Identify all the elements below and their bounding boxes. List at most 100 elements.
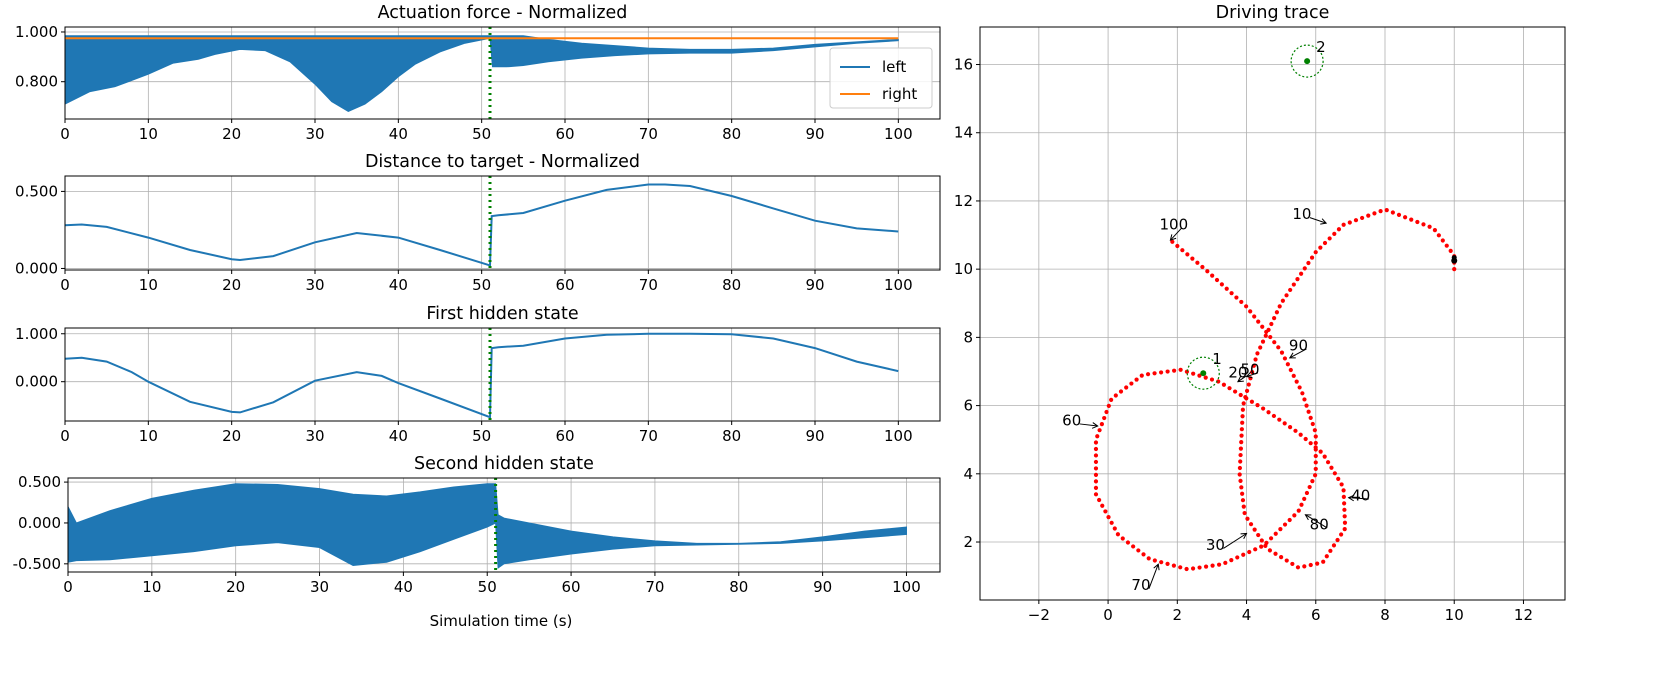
trace-point [1427,224,1432,229]
y-tick-label: 1.000 [15,23,58,41]
trace-point [1294,379,1299,384]
trace-point [1195,260,1200,265]
trace-point [1384,208,1389,213]
y-tick-label: 0.000 [18,514,61,532]
trace-point [1106,403,1111,409]
x-tick-label: 30 [305,125,324,143]
target-point [1304,58,1311,65]
trace-point [1332,231,1337,236]
plot-area [65,328,899,421]
x-tick-label: 80 [729,578,748,596]
trace-point [1302,564,1307,569]
trace-point [1298,432,1303,437]
x-tick-label: 4 [1242,606,1252,624]
trace-point [1178,367,1183,372]
x-tick-label: 8 [1380,606,1390,624]
trace-point [1158,370,1164,375]
trace-point [1325,460,1331,465]
x-tick-label: 40 [389,125,408,143]
y-tick-label: 0.500 [15,182,58,200]
trace-point [1341,222,1346,227]
trace-point [1300,391,1305,396]
trace-point [1263,333,1268,338]
x-tick-label: 40 [389,276,408,294]
trace-point [1306,260,1311,266]
trace-point [1290,561,1295,567]
x-tick-label: 100 [884,125,913,143]
chart-3: 0 10 20 30 40 50 60 70 80 90 100 0.000 1.000 First hi… [15,304,941,445]
trace-point [1240,414,1245,419]
annotation-label: 80 [1310,515,1329,533]
trace-point [1097,428,1102,433]
trace-point [1180,248,1185,253]
y-tick-label: 0.000 [15,373,58,391]
axes-frame [67,477,941,573]
trace-point [1238,478,1243,484]
x-tick-label: 0 [60,427,70,445]
trace-point [1103,509,1108,514]
trace-point [1272,340,1277,345]
trace-point [1252,527,1257,532]
y-tick-label: 12 [954,192,973,210]
x-tick-label: 0 [63,578,73,596]
trace-point [1216,379,1221,384]
trace-point [1288,287,1293,293]
x-tick-label: 100 [892,578,921,596]
trace-point [1329,465,1334,470]
trace-point [1268,536,1274,541]
trace-point [1214,277,1220,283]
annotation-label: 100 [1160,215,1189,233]
trace-point [1309,255,1315,260]
y-tick-label: 8 [963,328,973,346]
annotation-label: 50 [1240,360,1259,378]
trace-point [1272,316,1277,321]
axes-frame [64,175,941,271]
trace-point [1190,566,1196,571]
trace-point [1302,496,1307,501]
trace-point [1145,372,1151,377]
trace-point [1223,560,1228,565]
trace-point [1109,520,1114,525]
trace-point [1152,371,1157,376]
x-tick-label: 50 [478,578,497,596]
trace-point [1239,427,1244,432]
trace-point [1322,454,1327,459]
trace-point [1260,324,1265,329]
annotation-label: 30 [1206,536,1225,554]
trace-point [1421,222,1426,227]
trace-point [1280,298,1285,303]
annotation-arrowhead [1245,371,1253,379]
trace-point [1444,243,1449,248]
trace-point [1313,447,1318,452]
trace-point [1171,563,1176,568]
x-tick-label: 10 [139,125,158,143]
plot-area [65,176,899,270]
annotation-arrow [1309,217,1327,224]
trace-point [1251,363,1256,368]
trace-point [1240,407,1245,412]
trace-point [1299,271,1304,276]
trace-point [1197,565,1202,570]
x-tick-label: 0 [60,125,70,143]
x-tick-label: 100 [884,276,913,294]
trace-point [1440,238,1445,243]
annotation-arrowhead [1240,532,1248,540]
x-tick-label: 70 [645,578,664,596]
trace-point [1093,440,1099,445]
trace-point [1093,485,1099,490]
trace-point [1242,510,1247,516]
annotation-arrow [1223,533,1247,549]
annotation-arrow [1289,348,1307,359]
trace-point [1336,227,1342,232]
trace-point [1342,514,1347,519]
trace-point [1366,213,1371,218]
trace-point [1229,558,1234,563]
trace-point [1104,409,1109,415]
annotation-arrowhead [1237,376,1244,383]
trace-point [1115,532,1121,537]
trace-point [1302,266,1307,271]
y-tick-label: 1.000 [15,325,58,343]
trace-point [1209,377,1215,382]
trace-point [1124,385,1129,390]
